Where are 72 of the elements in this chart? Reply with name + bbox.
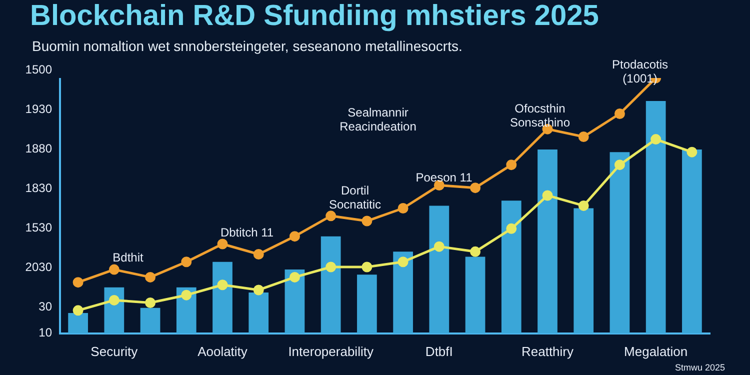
bar <box>610 152 630 334</box>
x-tick-label: Interoperability <box>288 344 374 359</box>
annotation: Dortil Socnatitic <box>328 183 382 212</box>
annotation: Bdthit <box>112 250 144 264</box>
point <box>108 264 120 275</box>
point <box>506 223 517 234</box>
x-tick-label: DtbfI <box>425 344 453 359</box>
point <box>181 256 192 268</box>
point <box>217 280 228 290</box>
point <box>614 160 625 170</box>
text: 1530 <box>25 220 52 235</box>
text: 1500 <box>25 62 52 76</box>
annotation: Poeson 11 <box>416 170 473 184</box>
point <box>181 290 192 300</box>
text: 1880 <box>25 141 52 156</box>
point <box>398 203 408 214</box>
point <box>506 160 517 170</box>
point <box>578 200 589 211</box>
point <box>650 134 662 145</box>
annotation: Ptodacotis (1001) <box>612 57 668 86</box>
point <box>326 210 336 222</box>
point <box>289 231 300 242</box>
bar <box>682 150 702 334</box>
bar <box>465 256 486 334</box>
point <box>253 284 264 296</box>
point <box>289 272 300 282</box>
text: Stmwu 2025 <box>674 362 726 372</box>
bar <box>140 308 160 334</box>
point <box>614 108 625 120</box>
bar <box>646 100 666 334</box>
x-tick-label: Megalation <box>624 344 688 359</box>
annotation: Ofocsthin Sonsathino <box>510 101 570 130</box>
bar <box>68 312 88 334</box>
point <box>578 131 589 142</box>
point <box>686 146 698 158</box>
bar <box>429 206 450 334</box>
bar <box>284 270 305 334</box>
point <box>145 298 156 308</box>
bar <box>538 150 558 334</box>
text: 2030 <box>25 260 52 274</box>
bar <box>501 200 522 334</box>
point <box>72 305 84 316</box>
bar <box>248 292 269 334</box>
bar <box>574 208 594 334</box>
bar <box>212 262 232 334</box>
bar <box>357 274 377 334</box>
text: 30 <box>38 300 52 314</box>
point <box>72 277 84 288</box>
text: 1930 <box>25 102 52 116</box>
point <box>398 256 408 268</box>
point <box>145 272 156 282</box>
point <box>470 246 481 257</box>
x-tick-label: Aoolatity <box>198 344 248 359</box>
x-tick-label: Reatthiry <box>521 344 574 359</box>
point <box>362 262 372 272</box>
point <box>542 190 553 201</box>
chart-subtitle: Buomin nomaltion wet snnobersteingeter, seseanono metallinesocrts. <box>32 38 462 54</box>
annotation: Dbtitch 11 <box>220 225 274 240</box>
bar <box>393 252 413 334</box>
point <box>434 241 444 252</box>
x-tick-label: Security <box>90 344 138 359</box>
point <box>253 248 264 260</box>
point <box>326 262 336 272</box>
point <box>108 294 120 306</box>
point <box>470 182 481 194</box>
chart-title: Blockchain R&D Sfundiing mhstiers 2025 <box>30 0 599 33</box>
annotation: Sealmannir Reacindeation <box>340 105 416 134</box>
point <box>362 216 372 226</box>
text: 10 <box>38 326 52 340</box>
point <box>217 238 228 250</box>
text: 1830 <box>25 181 52 196</box>
bar <box>320 236 341 334</box>
